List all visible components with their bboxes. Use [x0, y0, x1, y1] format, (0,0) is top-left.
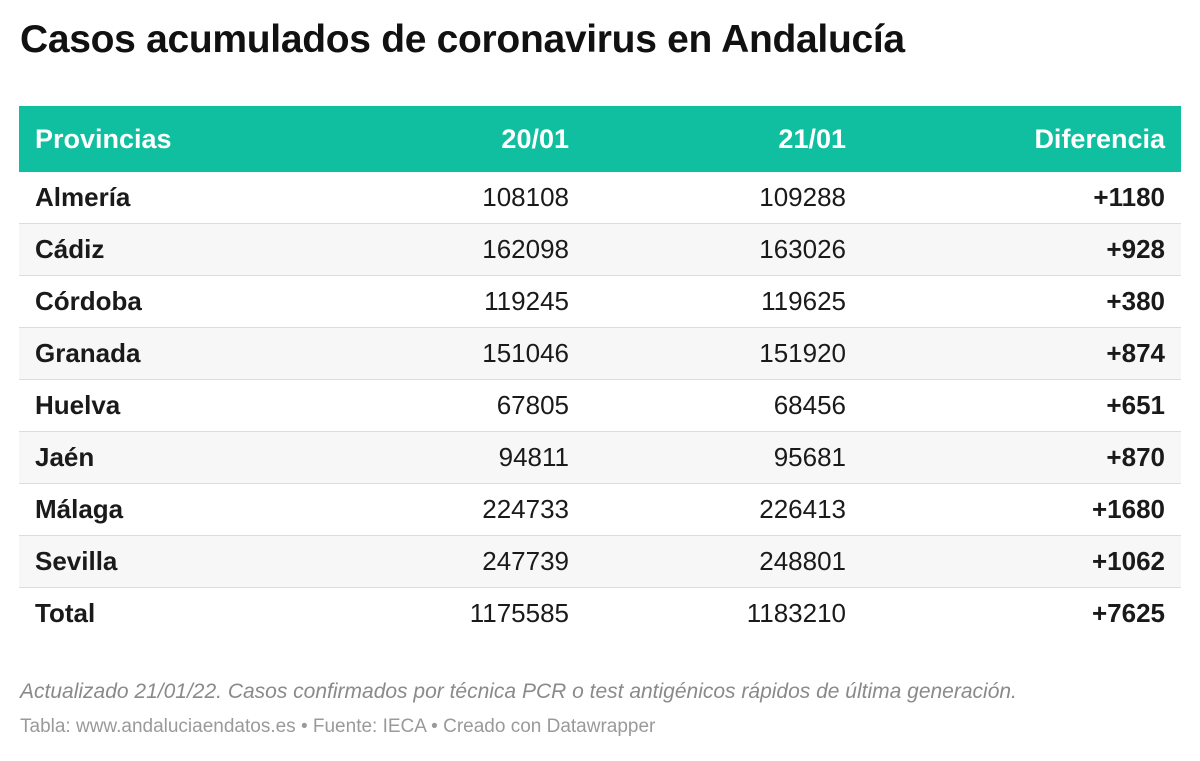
difference-cell: +1180 — [862, 172, 1181, 224]
difference-cell: +1680 — [862, 483, 1181, 536]
table-row: Jaén 94811 95681 +870 — [19, 431, 1181, 484]
province-cell: Granada — [19, 327, 349, 380]
value-20-01-cell: 108108 — [349, 172, 585, 224]
value-20-01-cell: 151046 — [349, 327, 585, 380]
difference-cell: +7625 — [862, 587, 1181, 639]
value-21-01-cell: 1183210 — [585, 587, 862, 639]
value-21-01-cell: 151920 — [585, 327, 862, 380]
value-21-01-cell: 109288 — [585, 172, 862, 224]
table-credits: Tabla: www.andaluciaendatos.es • Fuente:… — [20, 716, 656, 737]
table-row: Málaga 224733 226413 +1680 — [19, 483, 1181, 536]
table-row: Granada 151046 151920 +874 — [19, 327, 1181, 380]
difference-cell: +380 — [862, 275, 1181, 328]
value-20-01-cell: 94811 — [349, 431, 585, 484]
province-cell: Cádiz — [19, 223, 349, 276]
value-20-01-cell: 1175585 — [349, 587, 585, 639]
province-cell: Total — [19, 587, 349, 639]
table-row: Sevilla 247739 248801 +1062 — [19, 535, 1181, 588]
value-21-01-cell: 163026 — [585, 223, 862, 276]
column-header-20-01[interactable]: 20/01 — [501, 123, 569, 154]
province-cell: Málaga — [19, 483, 349, 536]
table-row: Almería 108108 109288 +1180 — [19, 172, 1181, 224]
province-cell: Córdoba — [19, 275, 349, 328]
data-table: Provincias 20/01 21/01 Diferencia Almerí… — [19, 106, 1181, 639]
value-20-01-cell: 247739 — [349, 535, 585, 588]
header-row: Provincias 20/01 21/01 Diferencia — [19, 106, 1181, 172]
table-notes: Actualizado 21/01/22. Casos confirmados … — [20, 680, 1017, 703]
value-20-01-cell: 162098 — [349, 223, 585, 276]
value-21-01-cell: 68456 — [585, 379, 862, 432]
difference-cell: +1062 — [862, 535, 1181, 588]
table-row-total: Total 1175585 1183210 +7625 — [19, 587, 1181, 639]
province-cell: Jaén — [19, 431, 349, 484]
value-21-01-cell: 95681 — [585, 431, 862, 484]
value-21-01-cell: 226413 — [585, 483, 862, 536]
value-20-01-cell: 119245 — [349, 275, 585, 328]
table-row: Cádiz 162098 163026 +928 — [19, 223, 1181, 276]
value-20-01-cell: 67805 — [349, 379, 585, 432]
table-row: Córdoba 119245 119625 +380 — [19, 275, 1181, 328]
table-row: Huelva 67805 68456 +651 — [19, 379, 1181, 432]
difference-cell: +928 — [862, 223, 1181, 276]
province-cell: Sevilla — [19, 535, 349, 588]
value-21-01-cell: 119625 — [585, 275, 862, 328]
table-body: Almería 108108 109288 +1180 Cádiz 162098 16302… — [19, 172, 1181, 639]
table-header: Provincias 20/01 21/01 Diferencia — [19, 106, 1181, 172]
chart-title: Casos acumulados de coronavirus en Andal… — [20, 18, 905, 61]
province-cell: Almería — [19, 172, 349, 224]
value-20-01-cell: 224733 — [349, 483, 585, 536]
difference-cell: +874 — [862, 327, 1181, 380]
data-table-container: Provincias 20/01 21/01 Diferencia Almerí… — [19, 106, 1181, 639]
difference-cell: +651 — [862, 379, 1181, 432]
difference-cell: +870 — [862, 431, 1181, 484]
column-header-diferencia[interactable]: Diferencia — [1034, 123, 1165, 154]
value-21-01-cell: 248801 — [585, 535, 862, 588]
province-cell: Huelva — [19, 379, 349, 432]
column-header-provincias[interactable]: Provincias — [35, 123, 172, 154]
column-header-21-01[interactable]: 21/01 — [778, 123, 846, 154]
